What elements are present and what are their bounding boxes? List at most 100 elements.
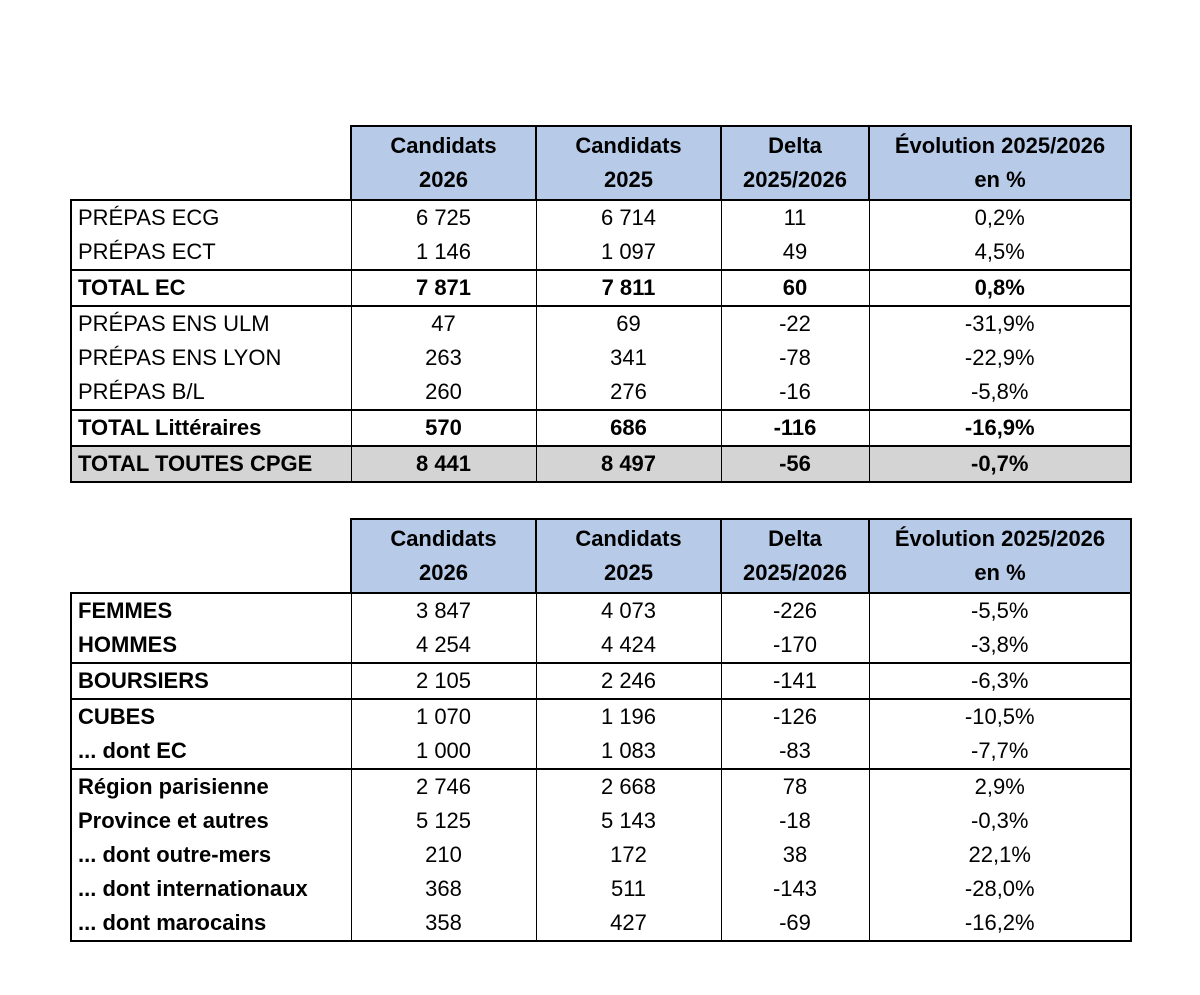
cell-value: -141 xyxy=(720,662,870,700)
cell-value: 47 xyxy=(350,305,537,341)
cell-value: 49 xyxy=(720,235,870,271)
cell-value: 1 196 xyxy=(535,698,722,734)
column-header: Candidats 2026 xyxy=(350,125,537,201)
cell-value: 686 xyxy=(535,409,722,447)
cell-value: -16,2% xyxy=(868,906,1132,942)
row-label: PRÉPAS B/L xyxy=(70,375,352,411)
cell-value: 570 xyxy=(350,409,537,447)
cell-value: -226 xyxy=(720,592,870,628)
column-header: Candidats 2025 xyxy=(535,125,722,201)
table-row: PRÉPAS ECT 1 146 1 097 49 4,5% xyxy=(70,235,1132,271)
cell-value: -0,3% xyxy=(868,804,1132,838)
header-line: Delta xyxy=(768,526,822,551)
cell-value: 5 143 xyxy=(535,804,722,838)
row-label: PRÉPAS ECT xyxy=(70,235,352,271)
column-header: Candidats 2025 xyxy=(535,518,722,594)
header-line: Candidats xyxy=(390,526,497,551)
cell-value: 60 xyxy=(720,269,870,307)
cell-value: 0,2% xyxy=(868,199,1132,235)
header-line: 2025/2026 xyxy=(743,167,847,192)
cell-value: -6,3% xyxy=(868,662,1132,700)
cell-value: 2 746 xyxy=(350,768,537,804)
table-row: BOURSIERS 2 105 2 246 -141 -6,3% xyxy=(70,662,1132,700)
cell-value: 341 xyxy=(535,341,722,375)
cell-value: 0,8% xyxy=(868,269,1132,307)
data-table: Candidats 2026 Candidats 2025 Delta 2025/2026… xyxy=(70,518,1132,942)
cell-value: 1 000 xyxy=(350,734,537,770)
row-label: TOTAL TOUTES CPGE xyxy=(70,445,352,483)
cell-value: 276 xyxy=(535,375,722,411)
cell-value: 263 xyxy=(350,341,537,375)
cell-value: -78 xyxy=(720,341,870,375)
cell-value: -143 xyxy=(720,872,870,906)
cell-value: 1 146 xyxy=(350,235,537,271)
header-row: Candidats 2026 Candidats 2025 Delta 2025/2026… xyxy=(71,125,1132,201)
row-label: HOMMES xyxy=(70,628,352,664)
row-label: PRÉPAS ENS LYON xyxy=(70,341,352,375)
header-line: Delta xyxy=(768,133,822,158)
row-label: PRÉPAS ENS ULM xyxy=(70,305,352,341)
cell-value: 11 xyxy=(720,199,870,235)
cell-value: -31,9% xyxy=(868,305,1132,341)
row-label: PRÉPAS ECG xyxy=(70,199,352,235)
cell-value: 511 xyxy=(535,872,722,906)
header-line: en % xyxy=(974,167,1026,192)
column-header: Évolution 2025/2026 en % xyxy=(868,125,1132,201)
cell-value: 69 xyxy=(535,305,722,341)
cell-value: -10,5% xyxy=(868,698,1132,734)
header-line: 2026 xyxy=(419,167,468,192)
header-line: 2026 xyxy=(419,560,468,585)
header-line: Évolution 2025/2026 xyxy=(894,526,1106,551)
cell-value: 78 xyxy=(720,768,870,804)
cell-value: -7,7% xyxy=(868,734,1132,770)
cell-value: 7 811 xyxy=(535,269,722,307)
cell-value: 2,9% xyxy=(868,768,1132,804)
table-row: PRÉPAS ENS LYON 263 341 -78 -22,9% xyxy=(70,341,1132,375)
table-row: TOTAL TOUTES CPGE 8 441 8 497 -56 -0,7% xyxy=(70,445,1132,483)
row-label: ... dont EC xyxy=(70,734,352,770)
cell-value: -5,8% xyxy=(868,375,1132,411)
cell-value: 7 871 xyxy=(350,269,537,307)
cell-value: 358 xyxy=(350,906,537,942)
row-label: BOURSIERS xyxy=(70,662,352,700)
cell-value: -28,0% xyxy=(868,872,1132,906)
cell-value: 5 125 xyxy=(350,804,537,838)
table-row: ... dont outre-mers 210 172 38 22,1% xyxy=(70,838,1132,872)
row-label: CUBES xyxy=(70,698,352,734)
table-row: ... dont marocains 358 427 -69 -16,2% xyxy=(70,906,1132,942)
cell-value: -170 xyxy=(720,628,870,664)
header-line: Candidats xyxy=(390,133,497,158)
cell-value: -83 xyxy=(720,734,870,770)
table-row: TOTAL EC 7 871 7 811 60 0,8% xyxy=(70,269,1132,307)
cell-value: -16 xyxy=(720,375,870,411)
cell-value: -0,7% xyxy=(868,445,1132,483)
cell-value: 4 424 xyxy=(535,628,722,664)
cell-value: 2 668 xyxy=(535,768,722,804)
cell-value: 1 097 xyxy=(535,235,722,271)
table-row: Province et autres 5 125 5 143 -18 -0,3% xyxy=(70,804,1132,838)
header-blank xyxy=(71,126,351,201)
header-row: Candidats 2026 Candidats 2025 Delta 2025/2026… xyxy=(71,518,1132,594)
header-line: Candidats xyxy=(575,133,682,158)
row-label: TOTAL EC xyxy=(70,269,352,307)
column-header: Candidats 2026 xyxy=(350,518,537,594)
cell-value: 3 847 xyxy=(350,592,537,628)
cell-value: -3,8% xyxy=(868,628,1132,664)
row-label: ... dont outre-mers xyxy=(70,838,352,872)
row-label: FEMMES xyxy=(70,592,352,628)
row-label: TOTAL Littéraires xyxy=(70,409,352,447)
row-label: Région parisienne xyxy=(70,768,352,804)
cell-value: 1 070 xyxy=(350,698,537,734)
table-row: HOMMES 4 254 4 424 -170 -3,8% xyxy=(70,628,1132,664)
cell-value: -116 xyxy=(720,409,870,447)
row-label: Province et autres xyxy=(70,804,352,838)
column-header: Évolution 2025/2026 en % xyxy=(868,518,1132,594)
column-header: Delta 2025/2026 xyxy=(720,125,870,201)
header-line: Évolution 2025/2026 xyxy=(894,133,1106,158)
cell-value: -69 xyxy=(720,906,870,942)
table-row: PRÉPAS ECG 6 725 6 714 11 0,2% xyxy=(70,199,1132,235)
data-table: Candidats 2026 Candidats 2025 Delta 2025/2026… xyxy=(70,125,1132,483)
cell-value: 22,1% xyxy=(868,838,1132,872)
